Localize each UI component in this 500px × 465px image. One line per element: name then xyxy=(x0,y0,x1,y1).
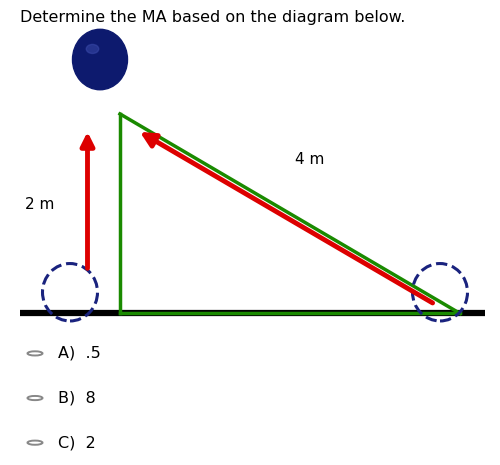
Text: Determine the MA based on the diagram below.: Determine the MA based on the diagram be… xyxy=(20,10,406,25)
Ellipse shape xyxy=(86,45,99,53)
Ellipse shape xyxy=(72,29,128,90)
Text: B)  8: B) 8 xyxy=(58,391,95,405)
Text: 4 m: 4 m xyxy=(296,152,324,167)
Text: 2 m: 2 m xyxy=(26,197,54,212)
Text: C)  2: C) 2 xyxy=(58,435,95,450)
Text: A)  .5: A) .5 xyxy=(58,346,100,361)
